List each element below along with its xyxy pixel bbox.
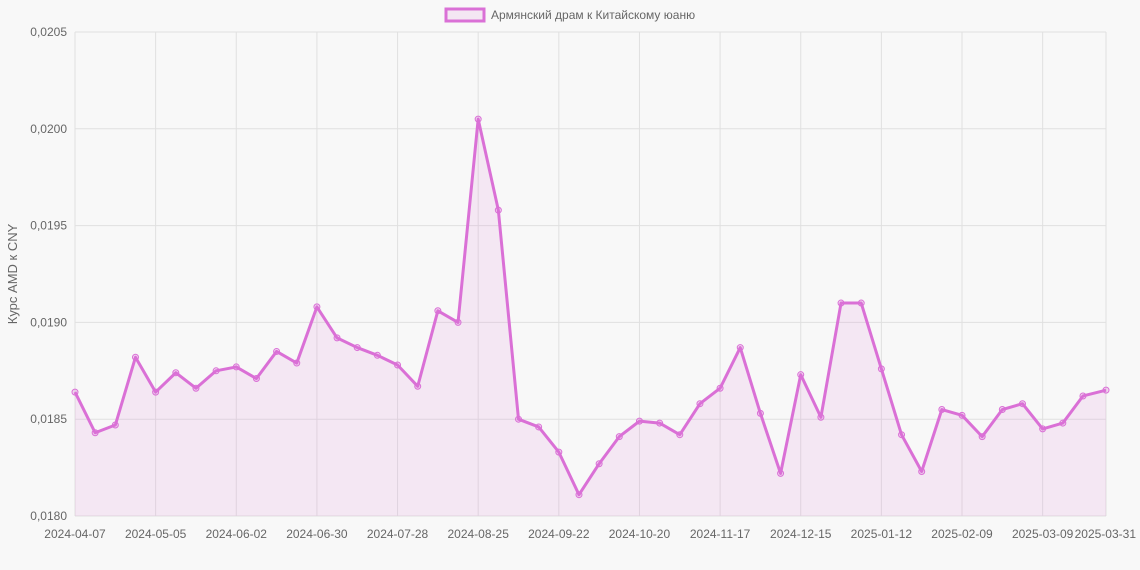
data-point	[595, 460, 603, 468]
y-tick-label: 0,0190	[30, 315, 67, 329]
data-point	[918, 467, 926, 475]
data-point	[958, 411, 966, 419]
series-line-path	[73, 117, 1107, 497]
data-point	[736, 344, 744, 352]
data-point	[333, 334, 341, 342]
data-point	[1018, 400, 1026, 408]
data-point	[454, 318, 462, 326]
data-point	[716, 384, 724, 392]
data-points	[71, 115, 1110, 499]
series-area	[75, 119, 1106, 517]
data-point	[91, 429, 99, 437]
data-point	[131, 353, 139, 361]
data-point	[575, 491, 583, 499]
data-point	[273, 347, 281, 355]
data-point	[212, 367, 220, 375]
data-point	[898, 431, 906, 439]
x-tick-label: 2024-12-15	[770, 527, 832, 541]
data-point	[293, 359, 301, 367]
data-point	[494, 206, 502, 214]
data-point	[555, 448, 563, 456]
data-point	[1039, 425, 1047, 433]
data-point	[1079, 392, 1087, 400]
data-point	[1059, 419, 1067, 427]
data-point	[877, 365, 885, 373]
data-point	[777, 469, 785, 477]
data-point	[414, 382, 422, 390]
x-tick-label: 2024-07-28	[367, 527, 429, 541]
data-point	[837, 299, 845, 307]
data-point	[756, 409, 764, 417]
data-point	[1102, 386, 1110, 394]
data-point	[172, 369, 180, 377]
x-tick-label: 2024-08-25	[447, 527, 509, 541]
x-tick-label: 2025-03-09	[1012, 527, 1074, 541]
legend[interactable]: Армянский драм к Китайскому юаню	[444, 7, 695, 23]
grid	[74, 31, 1107, 517]
x-tick-label: 2025-01-12	[851, 527, 913, 541]
y-tick-label: 0,0205	[30, 25, 67, 39]
x-tick-label: 2024-10-20	[609, 527, 671, 541]
data-point	[71, 388, 79, 396]
x-tick-label: 2024-05-05	[125, 527, 187, 541]
data-point	[252, 375, 260, 383]
x-tick-label: 2024-09-22	[528, 527, 590, 541]
y-tick-label: 0,0200	[30, 122, 67, 136]
series-area-fill	[75, 119, 1106, 517]
data-point	[998, 406, 1006, 414]
data-point	[696, 400, 704, 408]
data-point	[474, 115, 482, 123]
data-point	[313, 303, 321, 311]
data-point	[192, 384, 200, 392]
data-point	[535, 423, 543, 431]
data-point	[938, 406, 946, 414]
legend-swatch[interactable]	[444, 7, 486, 23]
y-axis-title: Курс AMD к CNY	[5, 223, 20, 324]
data-point	[797, 371, 805, 379]
x-tick-label: 2024-04-07	[44, 527, 106, 541]
data-point	[978, 433, 986, 441]
legend-label[interactable]: Армянский драм к Китайскому юаню	[491, 8, 695, 22]
x-tick-label: 2025-02-09	[931, 527, 993, 541]
data-point	[152, 388, 160, 396]
data-point	[656, 419, 664, 427]
data-point	[394, 361, 402, 369]
x-tick-label: 2024-06-30	[286, 527, 348, 541]
data-point	[232, 363, 240, 371]
data-point	[817, 413, 825, 421]
data-point	[635, 417, 643, 425]
x-tick-label: 2024-06-02	[206, 527, 268, 541]
x-tick-label: 2024-11-17	[690, 527, 751, 541]
data-point	[373, 351, 381, 359]
data-point	[515, 415, 522, 423]
y-tick-label: 0,0195	[30, 219, 67, 233]
y-tick-label: 0,0185	[30, 412, 67, 426]
data-point	[434, 307, 442, 315]
y-tick-label: 0,0180	[30, 509, 67, 523]
data-point	[353, 344, 361, 352]
data-point	[857, 299, 865, 307]
series-line	[73, 117, 1107, 497]
x-tick-label: 2025-03-31	[1075, 527, 1137, 541]
data-point	[111, 421, 119, 429]
y-axis-tick-labels: 0,0180 0,0185 0,0190 0,0195 0,0200 0,0205	[30, 25, 67, 523]
data-point	[676, 431, 684, 439]
data-point	[615, 433, 623, 441]
x-axis-tick-labels: 2024-04-07 2024-05-05 2024-06-02 2024-06-30…	[44, 527, 1136, 541]
